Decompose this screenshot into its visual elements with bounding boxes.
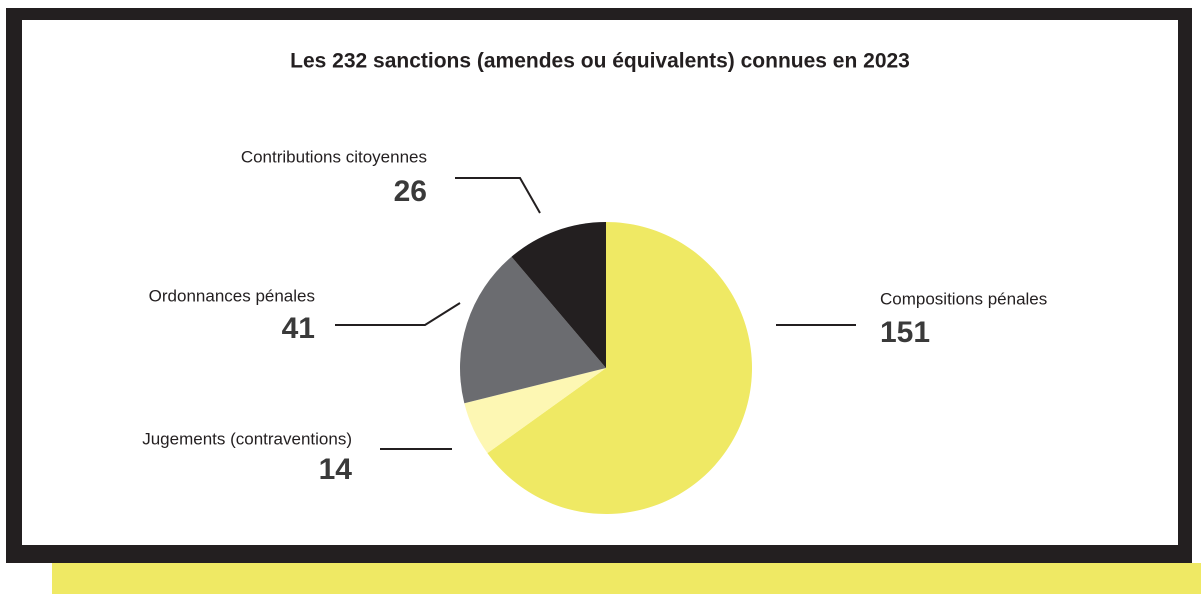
slice-value: 151: [880, 316, 930, 349]
slice-value: 26: [394, 175, 427, 208]
pie-slice: [460, 256, 606, 404]
chart-title: Les 232 sanctions (amendes ou équivalent…: [290, 50, 910, 73]
pie-slice: [511, 222, 606, 368]
slice-label: Compositions pénales: [880, 289, 1047, 308]
slice-label: Jugements (contraventions): [142, 429, 352, 448]
pie-slice: [464, 368, 606, 454]
slice-label: Ordonnances pénales: [149, 286, 315, 305]
leader-line: [335, 302, 461, 326]
slice-label: Contributions citoyennes: [241, 147, 427, 166]
accent-strip: [52, 563, 1201, 594]
slice-value: 41: [282, 312, 315, 345]
slice-value: 14: [319, 453, 353, 486]
pie-slice: [487, 222, 752, 514]
leader-line: [455, 177, 541, 214]
